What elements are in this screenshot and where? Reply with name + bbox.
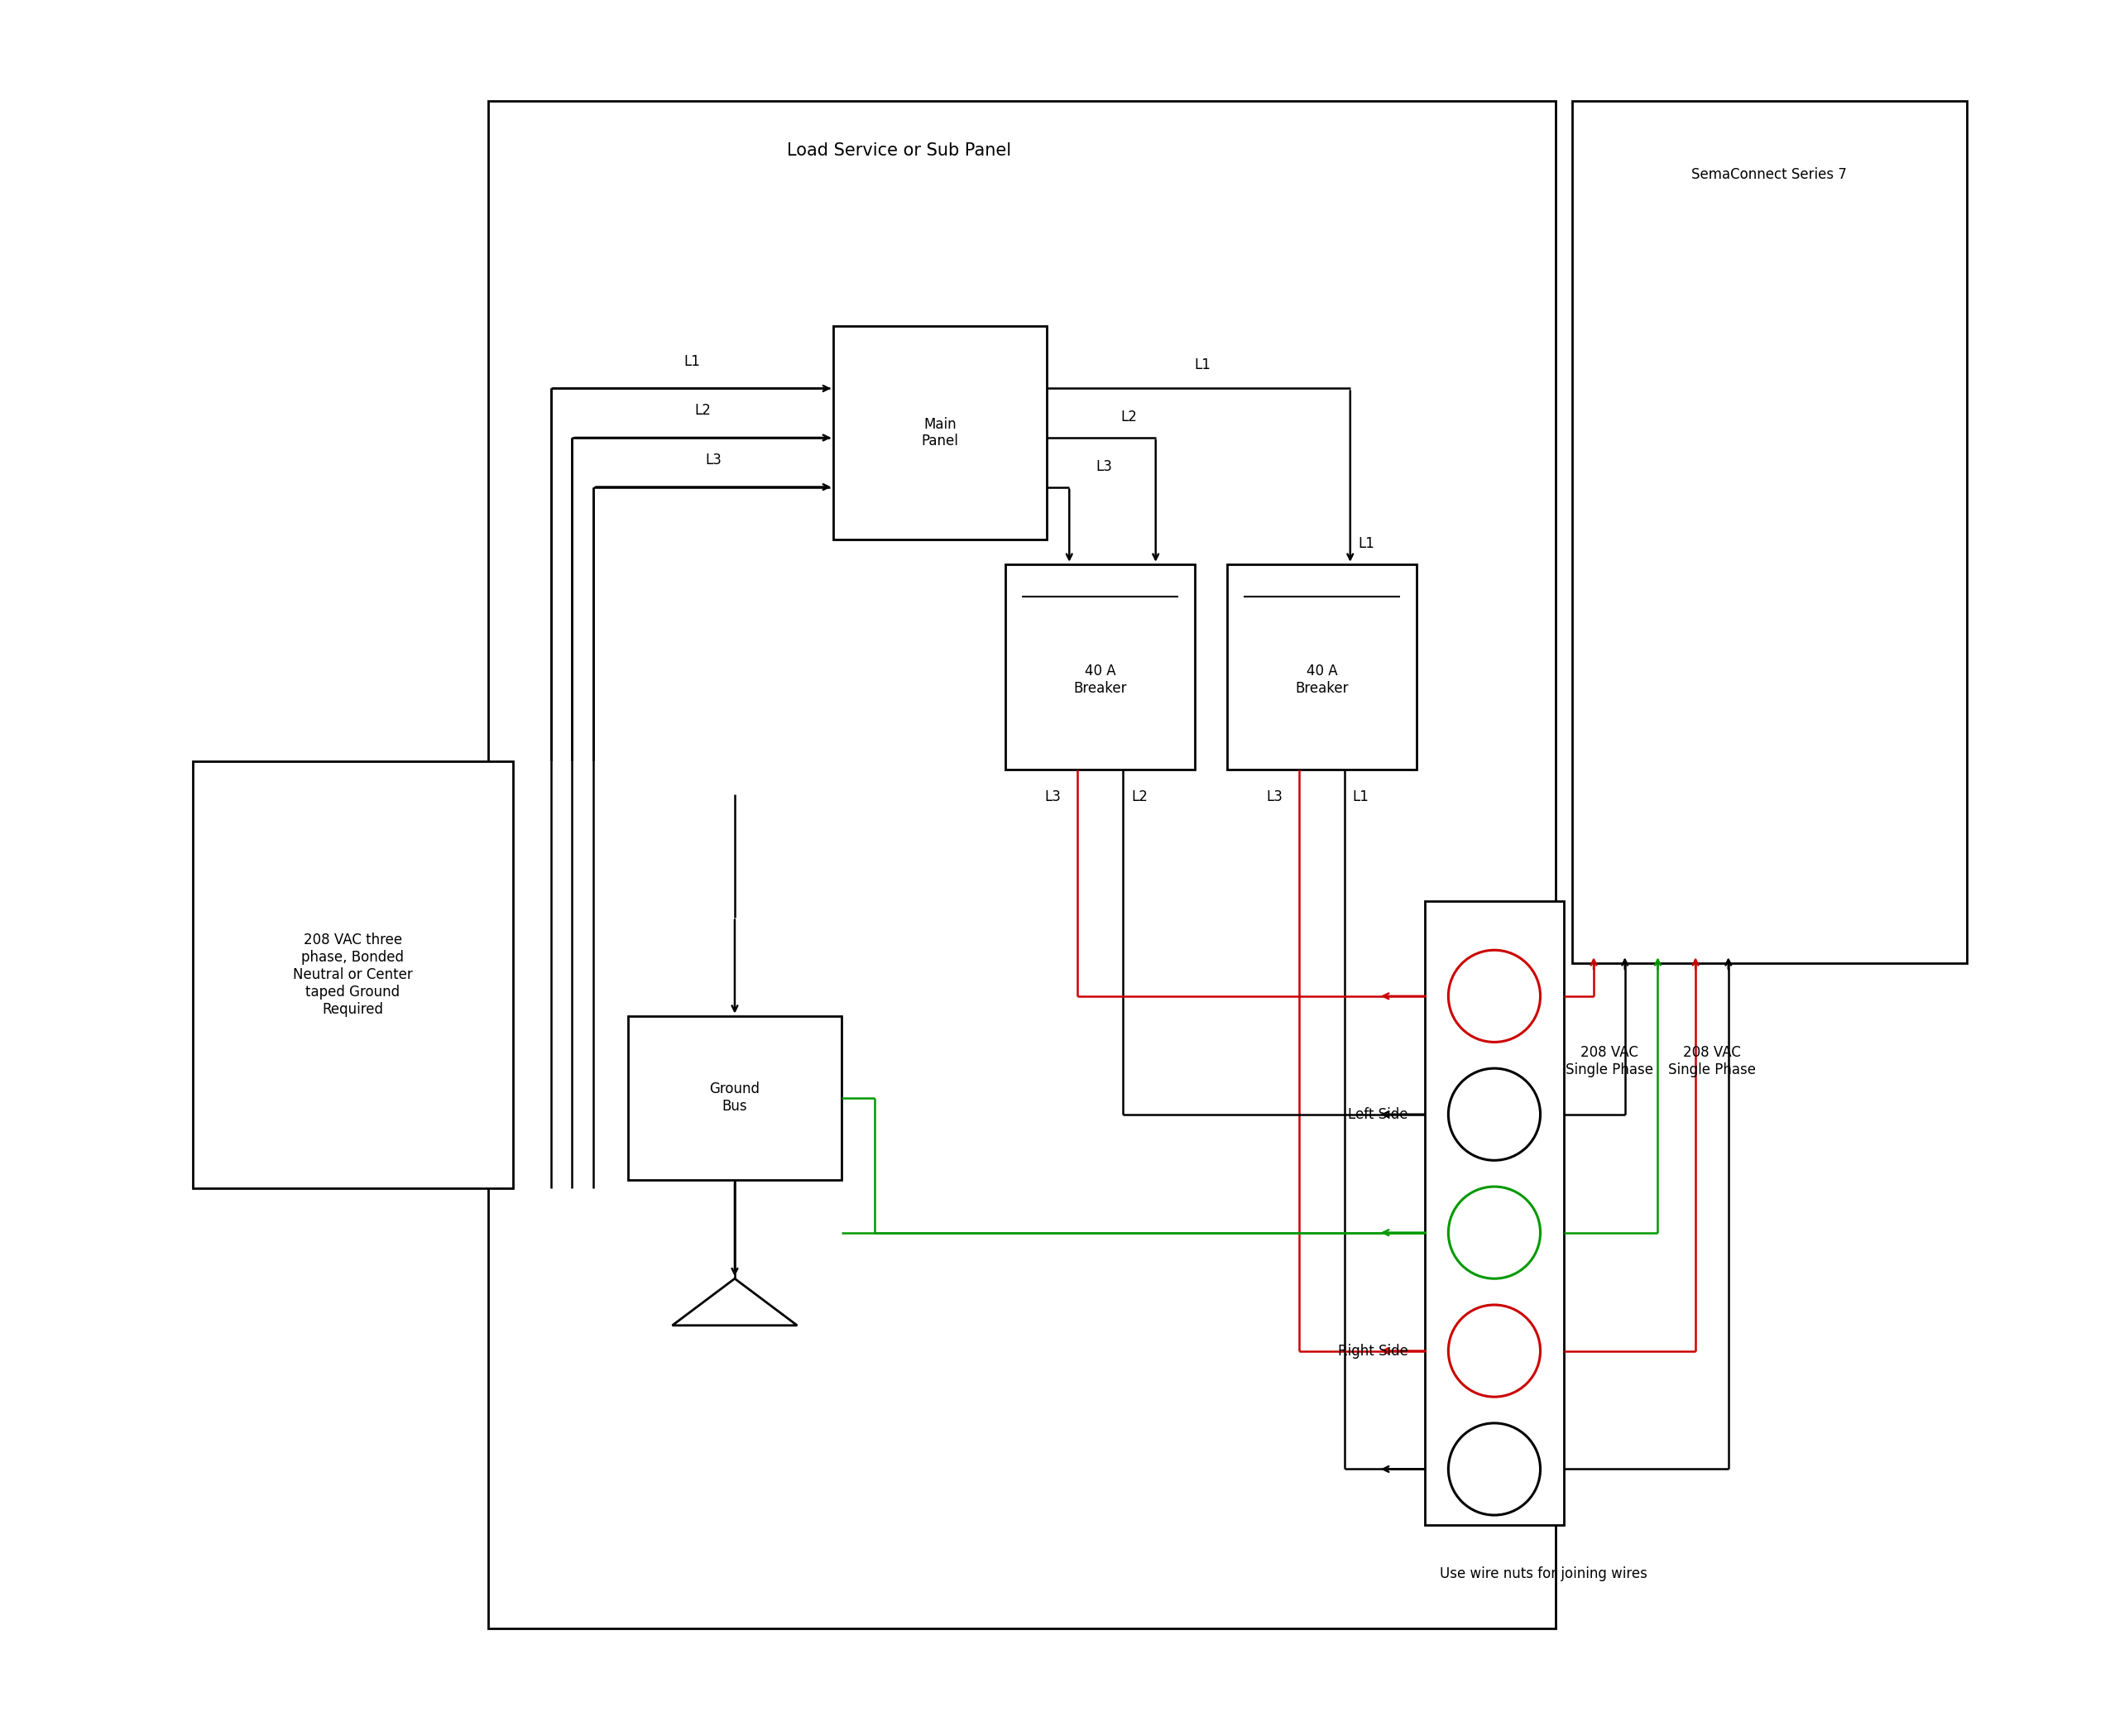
Text: L3: L3	[1044, 790, 1061, 804]
Text: SemaConnect Series 7: SemaConnect Series 7	[1692, 167, 1846, 182]
Text: 208 VAC
Single Phase: 208 VAC Single Phase	[1566, 1045, 1652, 1078]
Bar	[833, 326, 1047, 540]
Text: L1: L1	[1359, 536, 1376, 550]
Text: L1: L1	[1194, 358, 1211, 372]
Text: 208 VAC three
phase, Bonded
Neutral or Center
taped Ground
Required: 208 VAC three phase, Bonded Neutral or C…	[293, 932, 414, 1017]
Bar	[487, 101, 1555, 1628]
Bar	[1572, 101, 1967, 963]
Bar	[192, 762, 513, 1187]
Text: Use wire nuts for joining wires: Use wire nuts for joining wires	[1439, 1566, 1648, 1581]
Text: 40 A
Breaker: 40 A Breaker	[1296, 663, 1348, 696]
Text: L2: L2	[1131, 790, 1148, 804]
Circle shape	[1447, 1424, 1540, 1516]
Circle shape	[1447, 1187, 1540, 1279]
Text: Load Service or Sub Panel: Load Service or Sub Panel	[787, 142, 1011, 158]
Bar	[1228, 564, 1416, 769]
Text: L1: L1	[684, 354, 701, 368]
Circle shape	[1447, 1068, 1540, 1160]
Text: L2: L2	[694, 403, 711, 418]
Text: 208 VAC
Single Phase: 208 VAC Single Phase	[1669, 1045, 1756, 1078]
Text: 40 A
Breaker: 40 A Breaker	[1074, 663, 1127, 696]
Bar	[629, 1016, 842, 1180]
Text: L3: L3	[1095, 458, 1112, 474]
Text: L3: L3	[705, 453, 722, 467]
Text: Left Side: Left Side	[1348, 1108, 1407, 1121]
Text: Main
Panel: Main Panel	[922, 417, 958, 450]
Text: Right Side: Right Side	[1338, 1344, 1407, 1358]
Text: L1: L1	[1353, 790, 1369, 804]
Circle shape	[1447, 950, 1540, 1042]
Text: Ground
Bus: Ground Bus	[709, 1082, 760, 1115]
Text: L3: L3	[1266, 790, 1283, 804]
Bar	[1006, 564, 1194, 769]
Circle shape	[1447, 1305, 1540, 1397]
Text: L2: L2	[1120, 410, 1137, 425]
Bar	[1424, 901, 1564, 1524]
